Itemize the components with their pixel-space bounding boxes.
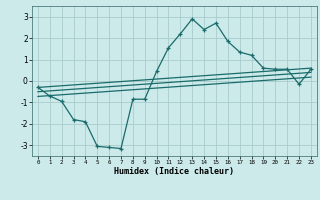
X-axis label: Humidex (Indice chaleur): Humidex (Indice chaleur) [115,167,234,176]
